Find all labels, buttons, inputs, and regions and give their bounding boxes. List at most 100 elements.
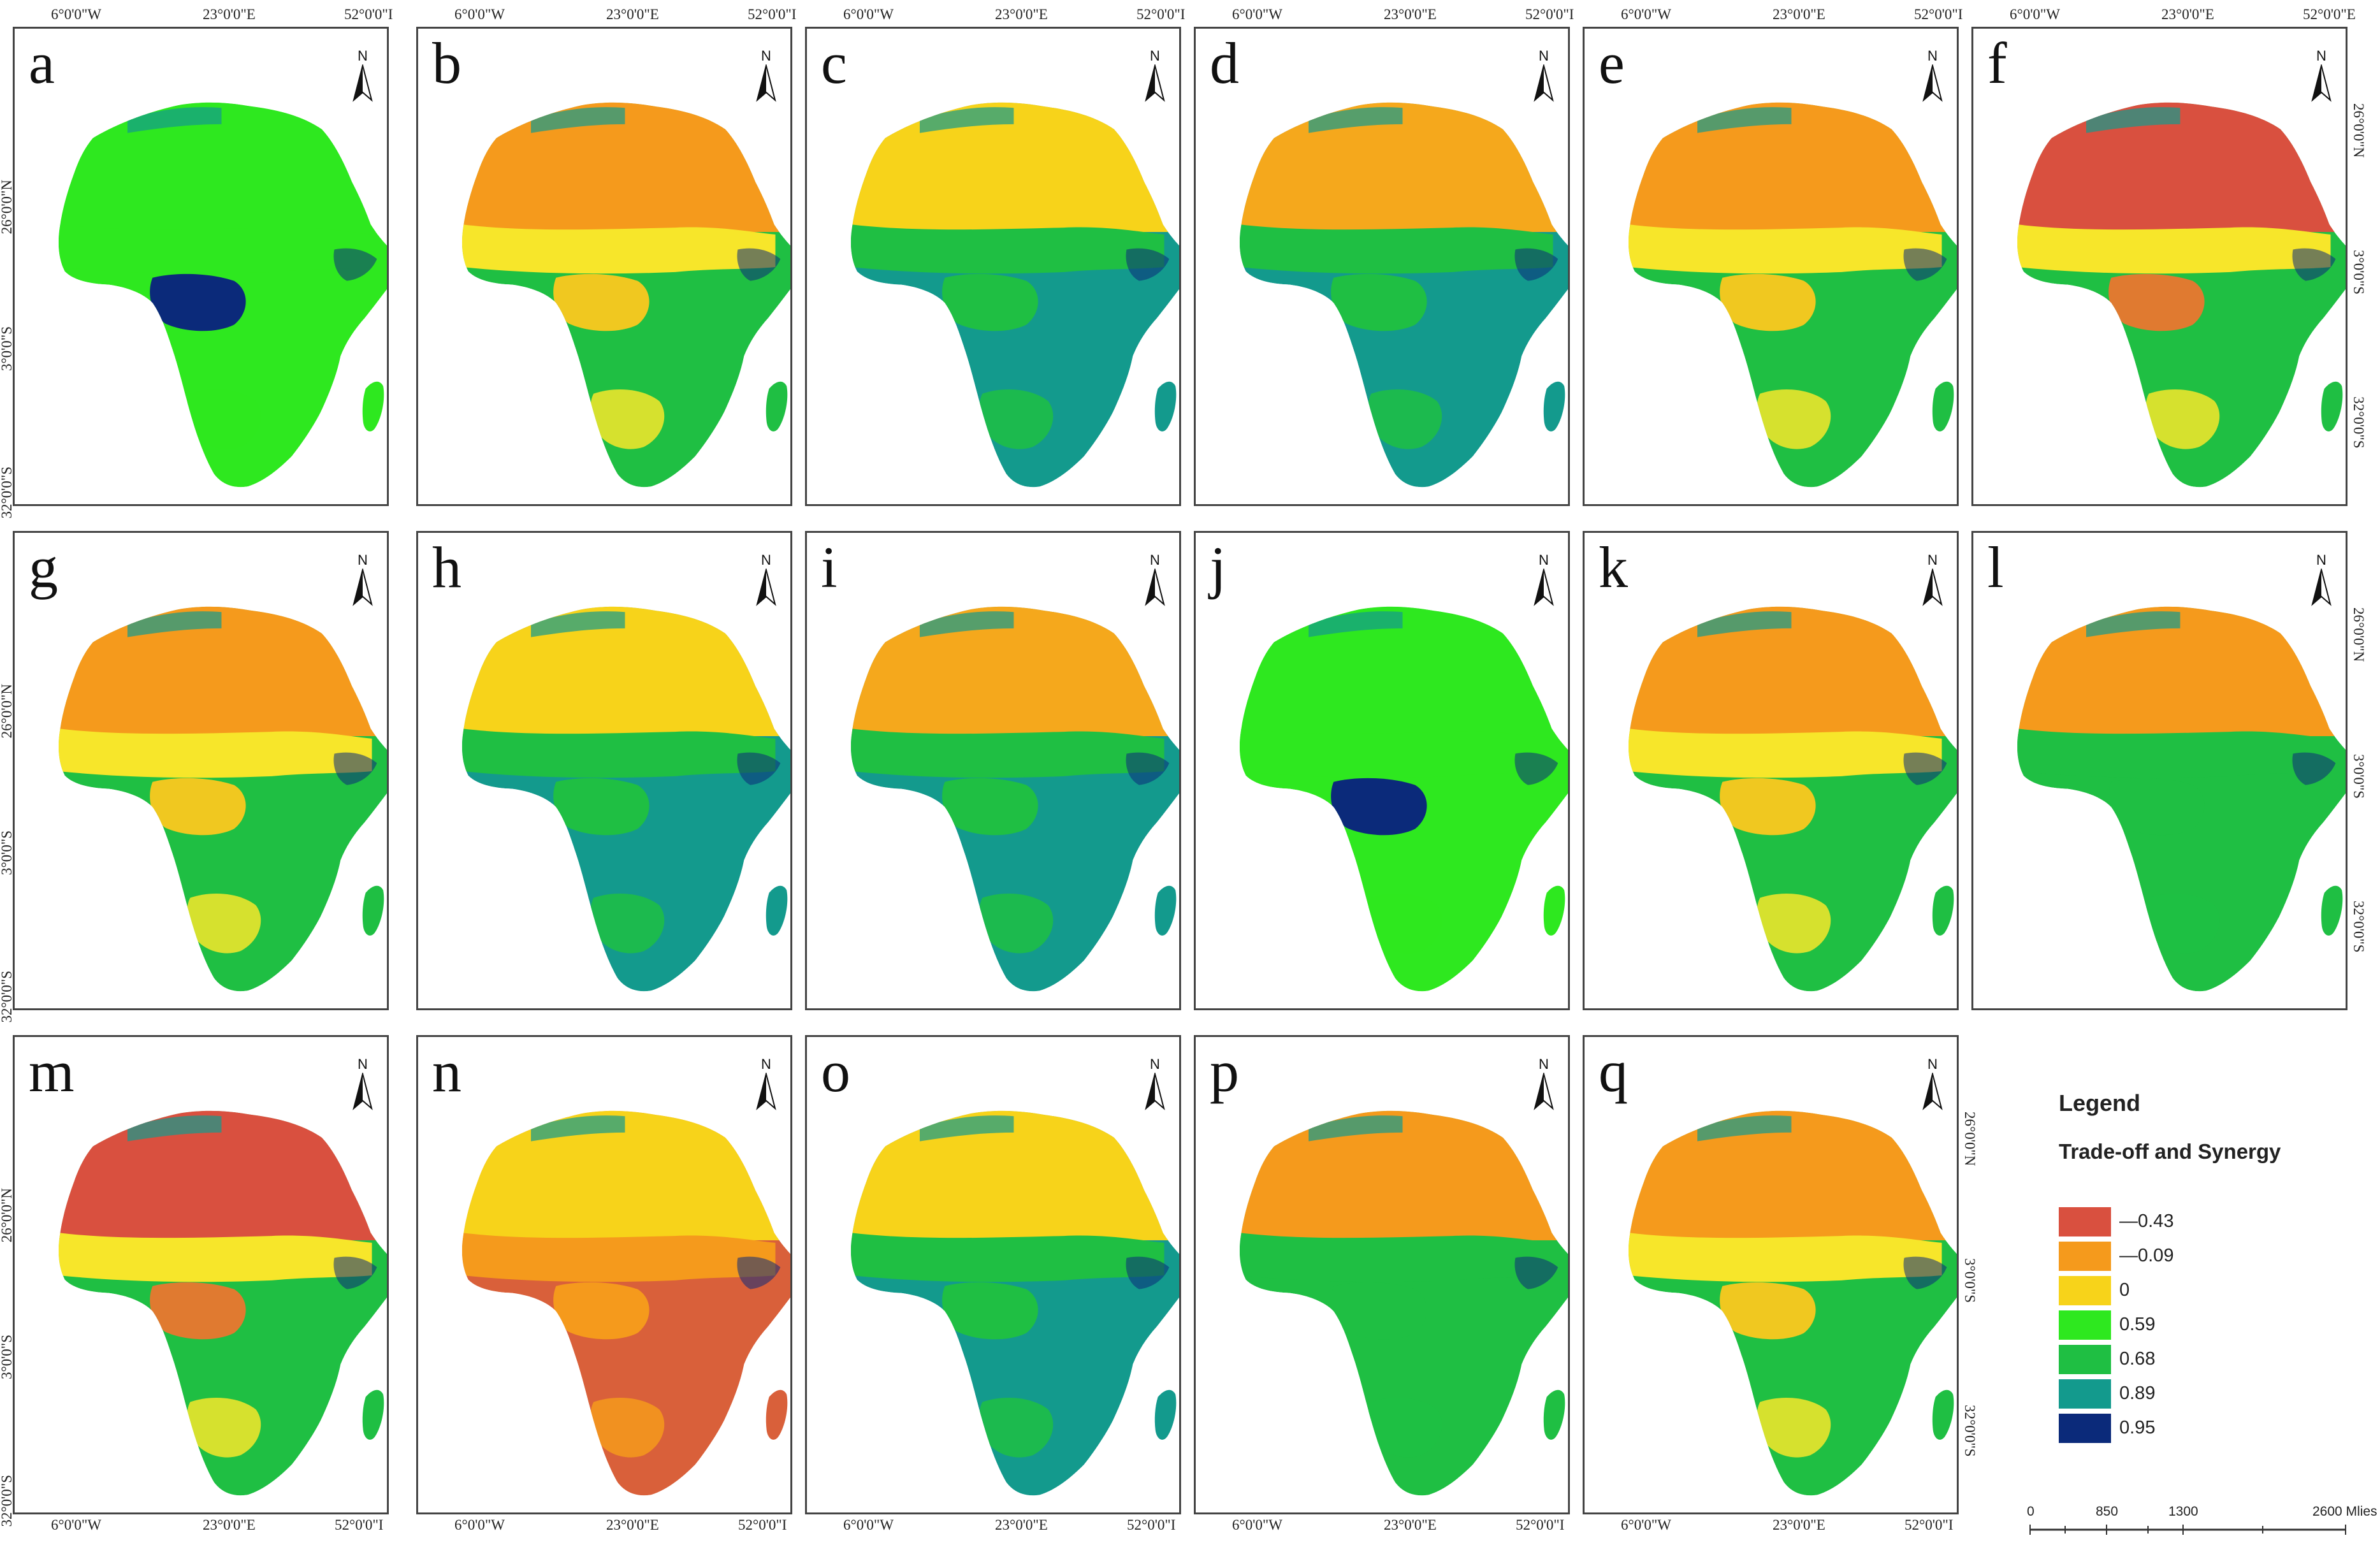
africa-map-n xyxy=(461,1110,790,1496)
africa-map-j xyxy=(1239,606,1568,992)
north-arrow-label: N xyxy=(358,1056,368,1072)
bottom-longitude-label: 6°0'0"W xyxy=(1621,1517,1671,1533)
top-longitude-label: 52°0'0"I xyxy=(1914,6,1963,22)
africa-map-m xyxy=(58,1110,387,1496)
sahel-band xyxy=(850,224,1165,274)
central-region xyxy=(553,778,649,836)
madagascar xyxy=(362,381,384,431)
north-coast xyxy=(2086,611,2180,637)
africa-map-i xyxy=(850,606,1179,992)
north-arrow-label: N xyxy=(1539,552,1549,568)
sahel-band xyxy=(1628,224,1942,274)
north-arrow-label: N xyxy=(761,1056,771,1072)
top-longitude-label: 23°0'0"E xyxy=(1384,6,1437,22)
scale-bar-graphic xyxy=(2029,1525,2346,1535)
panel-letter: b xyxy=(432,31,461,96)
north-coast xyxy=(920,611,1014,637)
madagascar xyxy=(1543,1389,1565,1440)
north-coast xyxy=(127,107,222,133)
north-arrow-icon xyxy=(1145,569,1165,606)
madagascar xyxy=(362,1389,384,1440)
east-highlands xyxy=(1126,248,1170,281)
north-arrow-icon xyxy=(756,64,776,102)
legend-subtitle: Trade-off and Synergy xyxy=(2059,1140,2281,1163)
sahel-band xyxy=(2017,224,2331,274)
africa-map-p xyxy=(1239,1110,1568,1496)
north-arrow-icon xyxy=(2311,64,2332,102)
north-coast xyxy=(531,107,625,133)
right-latitude-label: 32°0'0"S xyxy=(1962,1405,1978,1457)
top-longitude-label: 6°0'0"W xyxy=(2010,6,2060,22)
southern-region xyxy=(979,894,1054,954)
left-latitude-label: 26°0'0"N xyxy=(0,684,15,739)
north-arrow-label: N xyxy=(1927,552,1938,568)
north-arrow-label: N xyxy=(1150,552,1160,568)
bottom-longitude-label: 6°0'0"W xyxy=(51,1517,101,1533)
sahel-band xyxy=(1239,729,1553,778)
right-latitude-label: 26°0'0"N xyxy=(2351,103,2367,158)
madagascar xyxy=(1154,1389,1177,1440)
southern-region xyxy=(1368,389,1442,449)
east-highlands xyxy=(1903,1256,1947,1289)
southern-region xyxy=(979,1398,1054,1458)
top-longitude-label: 23°0'0"E xyxy=(1773,6,1825,22)
africa-map-c xyxy=(850,102,1179,488)
central-region xyxy=(1331,778,1427,836)
right-latitude-label: 32°0'0"S xyxy=(2351,396,2367,449)
sahara-region xyxy=(461,1110,790,1240)
legend-label: 0.68 xyxy=(2119,1349,2156,1369)
sahel-band xyxy=(1239,224,1553,274)
africa-map-a xyxy=(58,102,387,488)
north-arrow-icon xyxy=(352,569,373,606)
central-region xyxy=(942,273,1038,331)
madagascar xyxy=(1154,381,1177,431)
top-longitude-label: 52°0'0"I xyxy=(1136,6,1186,22)
panel-letter: a xyxy=(29,31,55,96)
madagascar xyxy=(2321,885,2343,936)
east-highlands xyxy=(1514,752,1558,785)
right-latitude-label: 3°0'0"S xyxy=(2351,754,2367,799)
central-region xyxy=(1331,1282,1427,1340)
east-highlands xyxy=(1903,248,1947,281)
bottom-longitude-label: 6°0'0"W xyxy=(454,1517,505,1533)
panel-letter: o xyxy=(821,1039,850,1104)
sahel-band xyxy=(58,1233,372,1282)
central-region xyxy=(1720,778,1816,836)
sahara-region xyxy=(2017,606,2346,736)
left-latitude-label: 32°0'0"S xyxy=(0,1475,15,1527)
scale-label-2600: 2600 Mlies xyxy=(2312,1504,2377,1519)
central-region xyxy=(150,778,246,836)
top-longitude-label: 23°0'0"E xyxy=(2161,6,2214,22)
sahel-band xyxy=(850,729,1165,778)
panel-letter: n xyxy=(432,1039,461,1104)
central-region xyxy=(942,778,1038,836)
central-region xyxy=(1331,273,1427,331)
north-arrow-label: N xyxy=(1539,48,1549,64)
legend-swatch xyxy=(2059,1310,2111,1340)
north-arrow-label: N xyxy=(1927,1056,1938,1072)
top-longitude-label: 6°0'0"W xyxy=(843,6,894,22)
southern-region xyxy=(590,389,665,449)
north-coast xyxy=(2086,107,2180,133)
panel-letter: i xyxy=(821,535,838,600)
legend-swatch xyxy=(2059,1379,2111,1409)
madagascar xyxy=(362,885,384,936)
left-latitude-label: 3°0'0"S xyxy=(0,1335,15,1380)
panel-letter: p xyxy=(1210,1039,1239,1104)
central-region xyxy=(1720,1282,1816,1340)
east-highlands xyxy=(737,1256,781,1289)
north-coast xyxy=(1309,611,1403,637)
bottom-longitude-label: 6°0'0"W xyxy=(1232,1517,1282,1533)
bottom-longitude-label: 23°0'0"E xyxy=(606,1517,659,1533)
legend-swatch xyxy=(2059,1242,2111,1271)
scale-label-0: 0 xyxy=(2027,1504,2035,1519)
legend-swatch xyxy=(2059,1414,2111,1443)
